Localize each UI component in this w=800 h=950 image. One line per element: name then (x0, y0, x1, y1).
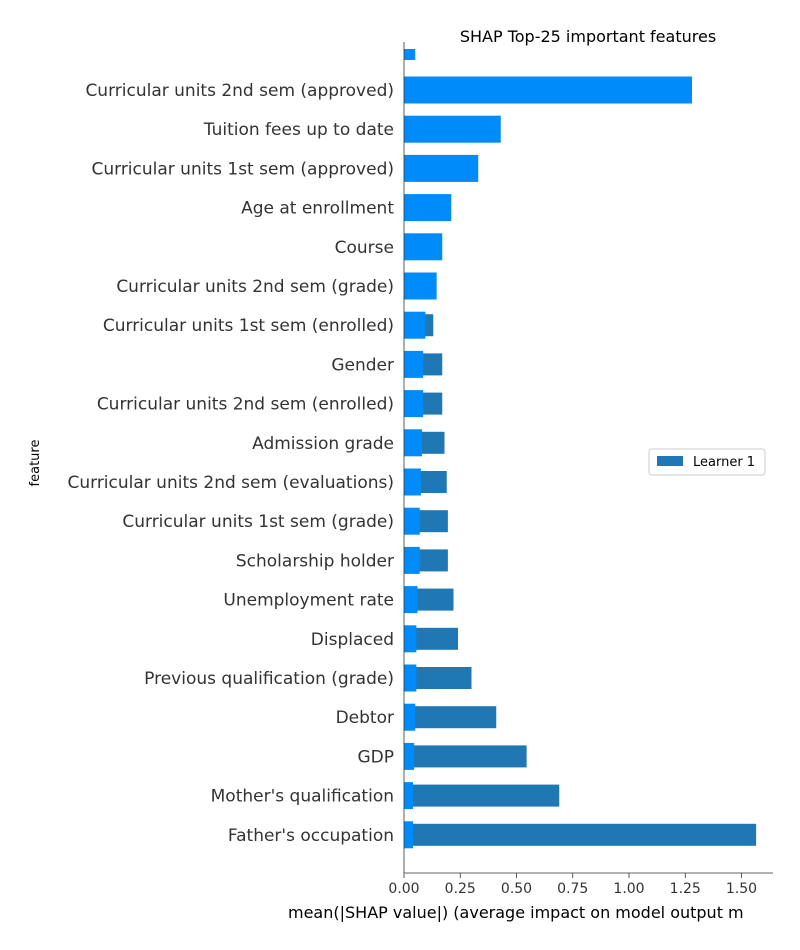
legend-box (648, 448, 766, 476)
bar-shap-gdp (404, 742, 415, 770)
bar-learner-father-s-occupation (404, 823, 757, 846)
feature-label-curricular-units-2nd-sem-grade: Curricular units 2nd sem (grade) (116, 277, 394, 297)
bar-shap-gender (404, 350, 424, 378)
feature-label-mother-s-qualification: Mother's qualification (211, 787, 394, 807)
feature-label-curricular-units-1st-sem-approved: Curricular units 1st sem (approved) (91, 159, 394, 179)
x-tick-label: 0.75 (557, 881, 588, 897)
bar-learner-gdp (404, 745, 527, 768)
x-tick-label: 0.50 (501, 881, 532, 897)
x-tick-label: 1.25 (670, 881, 701, 897)
feature-label-curricular-units-1st-sem-enrolled: Curricular units 1st sem (enrolled) (103, 316, 394, 336)
x-tick-label: 0.00 (388, 881, 419, 897)
feature-label-unemployment-rate: Unemployment rate (223, 591, 394, 611)
y-axis-label: feature (28, 440, 43, 487)
bar-shap-tuition-fees-up-to-date (404, 115, 501, 143)
bar-shap-curricular-units-2nd-sem-approved (404, 76, 692, 104)
feature-label-debtor: Debtor (336, 708, 394, 728)
chart-title: SHAP Top-25 important features (460, 27, 716, 46)
x-tick-label: 1.50 (726, 881, 757, 897)
x-tick-label: 0.25 (445, 881, 476, 897)
bar-shap-mother-s-qualification (404, 782, 413, 810)
bar-shap-curricular-units-1st-sem-enrolled (404, 311, 426, 339)
feature-label-gdp: GDP (357, 747, 394, 767)
bar-shap-previous-qualification-grade (404, 664, 417, 692)
feature-label-curricular-units-2nd-sem-approved: Curricular units 2nd sem (approved) (85, 81, 394, 101)
bar-shap-curricular-units-1st-sem-approved (404, 154, 479, 182)
feature-labels: Curricular units 2nd sem (approved) Tuiti… (67, 81, 394, 846)
feature-label-curricular-units-2nd-sem-enrolled: Curricular units 2nd sem (enrolled) (97, 395, 394, 415)
feature-label-age-at-enrollment: Age at enrollment (241, 199, 394, 219)
x-tick-label: 1.00 (613, 881, 644, 897)
feature-label-curricular-units-2nd-sem-evaluations: Curricular units 2nd sem (evaluations) (67, 473, 394, 493)
bar-shap-unemployment-rate (404, 586, 418, 614)
bar-shap-father-s-occupation (404, 821, 413, 849)
feature-label-previous-qualification-grade: Previous qualification (grade) (144, 669, 394, 689)
bar-shap-curricular-units-2nd-sem-grade (404, 272, 437, 300)
legend-label-learner-1: Learner 1 (693, 455, 755, 470)
feature-label-scholarship-holder: Scholarship holder (236, 551, 394, 571)
bar-shap-admission-grade (404, 429, 422, 457)
bar-learner-previous-qualification-grade (404, 667, 472, 689)
bar-shap-curricular-units-2nd-sem-enrolled (404, 390, 424, 418)
bar-partial-top (404, 49, 416, 60)
bar-shap-curricular-units-1st-sem-grade (404, 507, 420, 535)
x-axis: 0.00 0.25 0.50 0.75 1.00 1.25 1.50 (388, 872, 773, 897)
x-axis-label: mean(|SHAP value|) (average impact on mo… (288, 903, 744, 922)
bar-shap-debtor (404, 703, 416, 731)
legend-swatch-learner-1 (657, 456, 683, 466)
shap-bars-layer (404, 49, 692, 849)
feature-label-course: Course (335, 238, 394, 258)
bar-shap-course (404, 233, 443, 261)
bar-learner-mother-s-qualification (404, 784, 560, 807)
feature-label-admission-grade: Admission grade (252, 434, 394, 454)
bar-shap-displaced (404, 625, 417, 653)
feature-label-curricular-units-1st-sem-grade: Curricular units 1st sem (grade) (122, 512, 394, 532)
bar-shap-scholarship-holder (404, 546, 420, 574)
legend: Learner 1 (648, 448, 766, 476)
feature-label-father-s-occupation: Father's occupation (228, 826, 394, 846)
feature-label-displaced: Displaced (311, 630, 394, 650)
feature-label-tuition-fees-up-to-date: Tuition fees up to date (203, 120, 394, 140)
bar-shap-curricular-units-2nd-sem-evaluations (404, 468, 421, 496)
bar-learner-debtor (404, 706, 497, 729)
bar-learner-displaced (404, 627, 458, 650)
feature-label-gender: Gender (331, 355, 394, 375)
learner-bars-layer (404, 314, 757, 846)
bar-shap-age-at-enrollment (404, 194, 452, 222)
